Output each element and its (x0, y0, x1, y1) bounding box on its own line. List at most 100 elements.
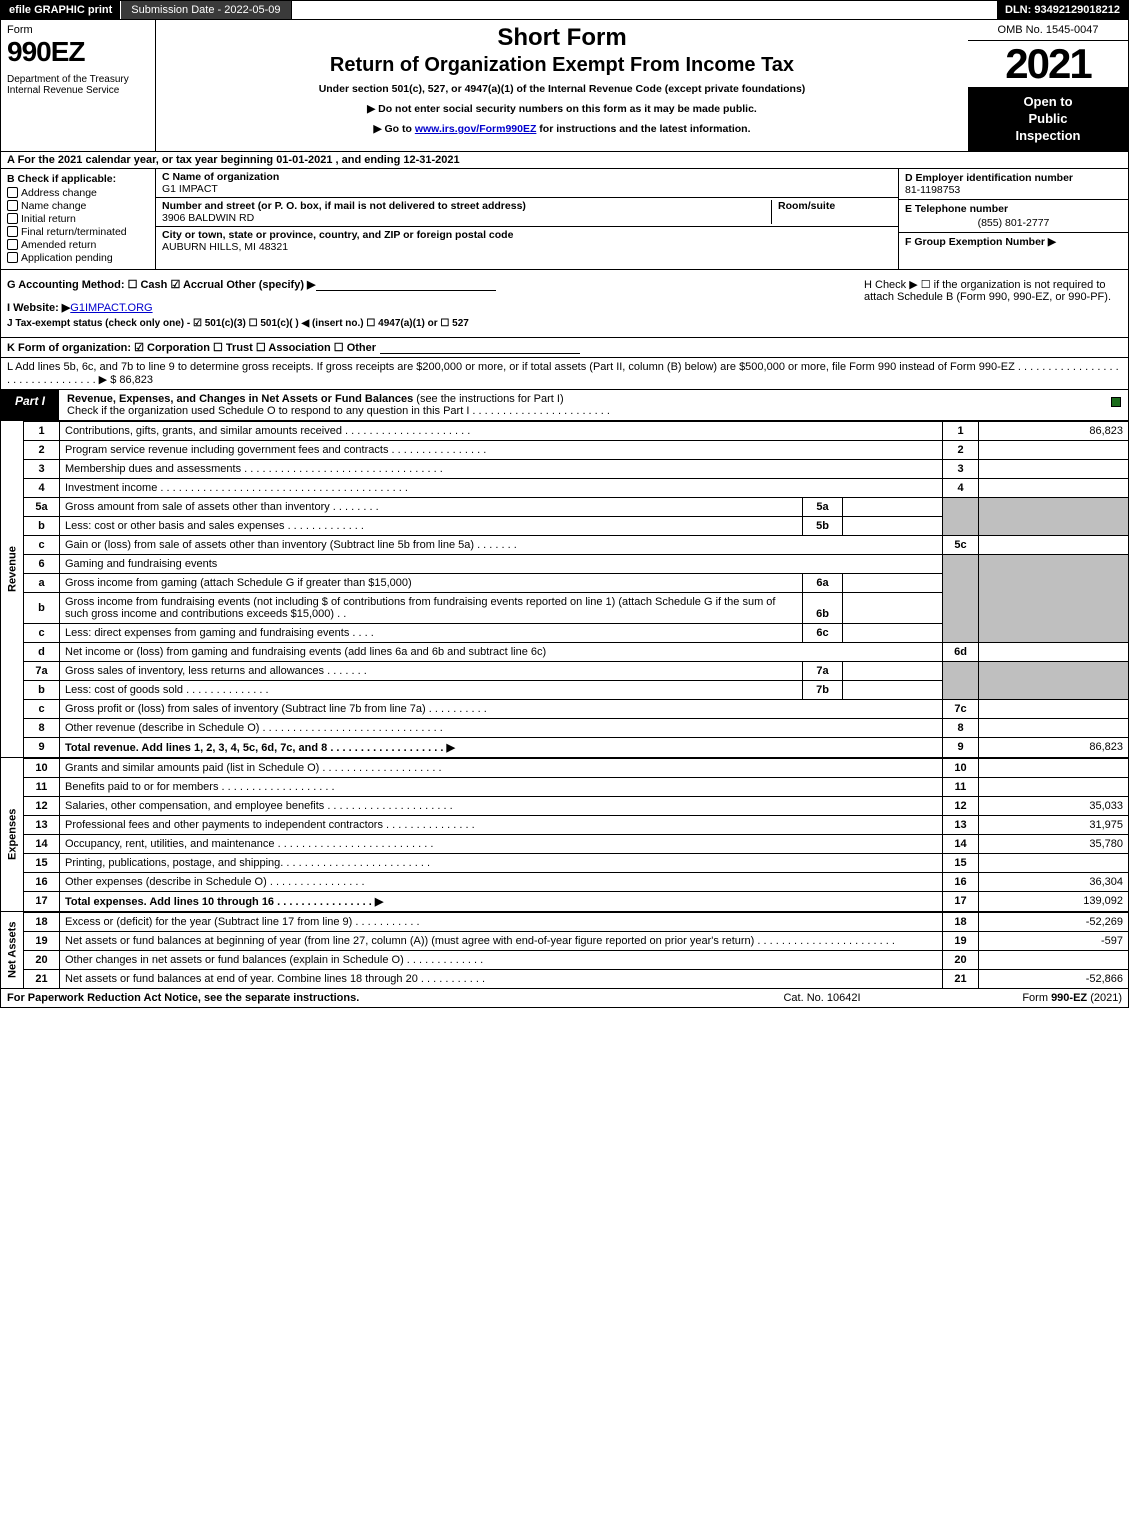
line-right-num: 19 (943, 931, 979, 950)
section-b-header: B Check if applicable: (7, 173, 149, 185)
line-num: 20 (24, 950, 60, 969)
line-desc: Net assets or fund balances at beginning… (60, 931, 943, 950)
line-right-num: 2 (943, 440, 979, 459)
line-right-val: -597 (979, 931, 1129, 950)
section-d: D Employer identification number 81-1198… (899, 169, 1128, 200)
line-right-num: 20 (943, 950, 979, 969)
group-exemption-h: F Group Exemption Number ▶ (905, 236, 1056, 248)
line-num: 3 (24, 459, 60, 478)
part-1-title: Revenue, Expenses, and Changes in Net As… (59, 390, 1104, 420)
line-h: H Check ▶ ☐ if the organization is not r… (864, 278, 1122, 303)
line-right-val (979, 853, 1129, 872)
city-v: AUBURN HILLS, MI 48321 (162, 241, 288, 253)
section-c: C Name of organization G1 IMPACT Number … (156, 169, 898, 269)
line-desc: Salaries, other compensation, and employ… (60, 796, 943, 815)
line-desc: Investment income . . . . . . . . . . . … (60, 478, 943, 497)
shaded-cell (943, 497, 979, 535)
line-num: 15 (24, 853, 60, 872)
check-application-pending[interactable]: Application pending (7, 252, 149, 264)
form-number: 990EZ (7, 36, 149, 68)
line-right-val (979, 777, 1129, 796)
line-desc: Excess or (deficit) for the year (Subtra… (60, 912, 943, 931)
goto-post: for instructions and the latest informat… (536, 123, 750, 135)
line-desc: Less: direct expenses from gaming and fu… (60, 623, 803, 642)
submission-date: Submission Date - 2022-05-09 (121, 1, 291, 19)
shaded-cell (979, 661, 1129, 699)
line-num: 12 (24, 796, 60, 815)
check-address-change[interactable]: Address change (7, 187, 149, 199)
inner-num: 6b (803, 592, 843, 623)
line-right-num: 21 (943, 969, 979, 988)
check-label: Final return/terminated (21, 226, 127, 238)
form-header: Form 990EZ Department of the Treasury In… (0, 20, 1129, 152)
line-right-val (979, 718, 1129, 737)
checkbox-icon (7, 226, 18, 237)
line-i: I Website: ▶G1IMPACT.ORG (7, 301, 852, 314)
expenses-table: Expenses 10 Grants and similar amounts p… (0, 758, 1129, 912)
inner-num: 5b (803, 516, 843, 535)
line-desc: Benefits paid to or for members . . . . … (60, 777, 943, 796)
check-initial-return[interactable]: Initial return (7, 213, 149, 225)
footer-right-bold: 990-EZ (1051, 992, 1087, 1004)
line-right-num: 8 (943, 718, 979, 737)
line-num: 21 (24, 969, 60, 988)
ein-v: 81-1198753 (905, 184, 960, 196)
goto-link[interactable]: www.irs.gov/Form990EZ (415, 123, 537, 135)
line-right-num: 13 (943, 815, 979, 834)
line-g: G Accounting Method: ☐ Cash ☑ Accrual Ot… (7, 278, 852, 291)
inner-val (843, 573, 943, 592)
part-1-schedule-o-check[interactable] (1104, 390, 1128, 420)
street-v: 3906 BALDWIN RD (162, 212, 254, 224)
top-bar: efile GRAPHIC print Submission Date - 20… (0, 0, 1129, 20)
spacer (292, 1, 998, 19)
check-label: Application pending (21, 252, 113, 264)
website-link[interactable]: G1IMPACT.ORG (70, 302, 152, 314)
line-num: 13 (24, 815, 60, 834)
line-num: 11 (24, 777, 60, 796)
line-num: 4 (24, 478, 60, 497)
shaded-cell (979, 497, 1129, 535)
line-right-val: 86,823 (979, 421, 1129, 440)
line-num: 5a (24, 497, 60, 516)
shaded-cell (943, 554, 979, 642)
check-amended-return[interactable]: Amended return (7, 239, 149, 251)
line-right-num: 6d (943, 642, 979, 661)
part-1-subtitle: Check if the organization used Schedule … (67, 405, 610, 417)
checkbox-checked-icon (1111, 397, 1121, 407)
line-desc: Total expenses. Add lines 10 through 16 … (60, 891, 943, 911)
check-final-return[interactable]: Final return/terminated (7, 226, 149, 238)
no-ssn-line: ▶ Do not enter social security numbers o… (162, 103, 962, 115)
line-num: 8 (24, 718, 60, 737)
section-a-text: A For the 2021 calendar year, or tax yea… (7, 154, 460, 166)
footer: For Paperwork Reduction Act Notice, see … (0, 989, 1129, 1008)
inner-num: 7b (803, 680, 843, 699)
line-num: c (24, 623, 60, 642)
header-right: OMB No. 1545-0047 2021 Open to Public In… (968, 20, 1128, 151)
goto-pre: ▶ Go to (374, 123, 415, 135)
goto-line: ▶ Go to www.irs.gov/Form990EZ for instru… (162, 123, 962, 135)
line-desc: Net assets or fund balances at end of ye… (60, 969, 943, 988)
check-label: Name change (21, 200, 86, 212)
line-right-num: 11 (943, 777, 979, 796)
dln-label: DLN: 93492129018212 (997, 1, 1128, 19)
line-desc: Gross sales of inventory, less returns a… (60, 661, 803, 680)
check-label: Address change (21, 187, 97, 199)
check-name-change[interactable]: Name change (7, 200, 149, 212)
line-num: 18 (24, 912, 60, 931)
street-row: Number and street (or P. O. box, if mail… (156, 198, 898, 227)
line-right-val: 31,975 (979, 815, 1129, 834)
line-num: 10 (24, 758, 60, 777)
line-desc: Membership dues and assessments . . . . … (60, 459, 943, 478)
tel-h: E Telephone number (905, 203, 1008, 215)
website-h: I Website: ▶ (7, 302, 70, 314)
efile-print-button[interactable]: efile GRAPHIC print (1, 1, 121, 19)
section-f: F Group Exemption Number ▶ (899, 233, 1128, 269)
section-e: E Telephone number (855) 801-2777 (899, 200, 1128, 233)
line-num: b (24, 592, 60, 623)
checkbox-icon (7, 187, 18, 198)
line-num: 14 (24, 834, 60, 853)
checkbox-icon (7, 213, 18, 224)
line-num: a (24, 573, 60, 592)
line-desc: Contributions, gifts, grants, and simila… (60, 421, 943, 440)
line-right-val (979, 535, 1129, 554)
